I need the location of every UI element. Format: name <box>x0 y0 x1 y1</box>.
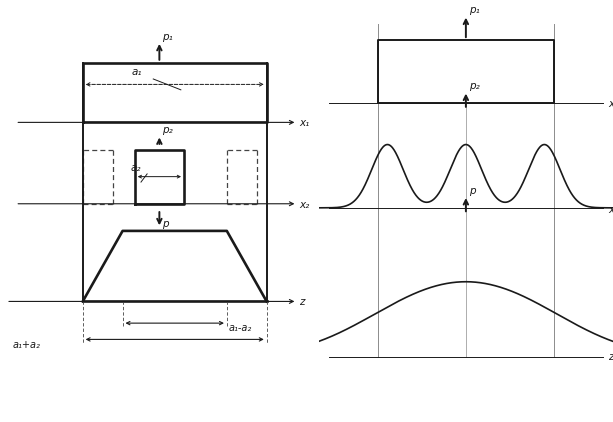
Text: z: z <box>299 298 304 308</box>
Text: a₁: a₁ <box>132 67 142 77</box>
Text: x₂: x₂ <box>299 200 309 210</box>
Text: z: z <box>608 352 613 362</box>
Text: p₁: p₁ <box>469 5 480 15</box>
Text: a₁+a₂: a₁+a₂ <box>12 340 40 349</box>
Text: p: p <box>162 219 169 229</box>
Text: a₂: a₂ <box>131 163 141 173</box>
Text: p₂: p₂ <box>162 125 173 135</box>
Text: p₂: p₂ <box>469 81 480 91</box>
Text: p: p <box>469 186 476 195</box>
Text: p₁: p₁ <box>162 32 173 42</box>
Text: x₂: x₂ <box>608 205 613 214</box>
Text: x₁: x₁ <box>299 119 309 128</box>
Text: x₁: x₁ <box>608 99 613 109</box>
Text: a₁-a₂: a₁-a₂ <box>228 323 251 333</box>
